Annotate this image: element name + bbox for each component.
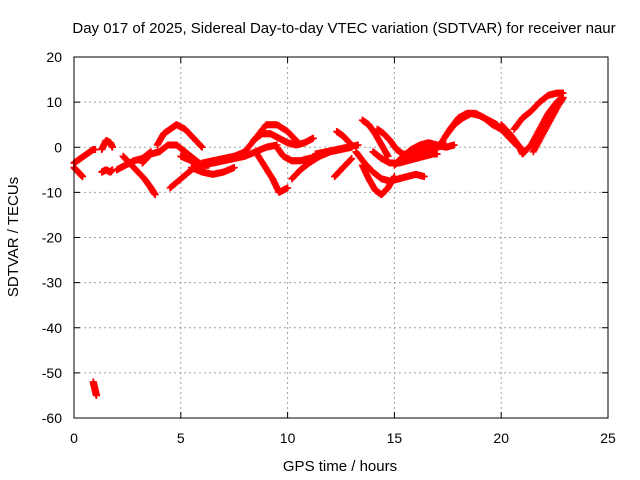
series-s14: [249, 130, 317, 149]
series-s1: [70, 146, 99, 167]
y-tick-label: 20: [46, 49, 62, 65]
y-tick-label: 0: [54, 139, 62, 155]
y-tick-label: -20: [42, 230, 62, 246]
y-tick-label: -50: [42, 365, 62, 381]
data-point: [346, 139, 354, 147]
data-point: [197, 142, 205, 150]
series-s5: [98, 136, 116, 154]
y-tick-label: -30: [42, 275, 62, 291]
series-s9: [153, 121, 206, 151]
data-point: [354, 141, 362, 149]
y-axis-label: SDTVAR / TECUs: [5, 177, 22, 297]
x-tick-label: 25: [600, 430, 616, 446]
x-axis: 0 5 10 15 20 25: [70, 57, 616, 446]
data-point: [151, 191, 159, 199]
x-tick-label: 20: [493, 430, 509, 446]
series-s23: [358, 161, 398, 199]
grid: [74, 57, 608, 418]
y-tick-label: -10: [42, 184, 62, 200]
data-point: [230, 164, 238, 172]
data-point: [108, 143, 116, 151]
data-point: [450, 141, 458, 149]
series-s21: [358, 116, 392, 160]
data-point: [79, 173, 87, 181]
data-point: [92, 391, 100, 399]
data-point: [390, 173, 398, 181]
y-axis: -60 -50 -40 -30 -20 -10 0 10 20: [42, 49, 608, 426]
series-s30: [510, 89, 567, 133]
data-point: [91, 146, 99, 154]
series-s31: [529, 94, 567, 156]
chart-title: Day 017 of 2025, Sidereal Day-to-day VTE…: [72, 20, 615, 37]
x-tick-label: 0: [70, 430, 78, 446]
x-tick-label: 15: [387, 430, 403, 446]
y-tick-label: -40: [42, 320, 62, 336]
data-point: [420, 173, 428, 181]
series-s26: [390, 139, 458, 169]
data-point: [309, 134, 317, 142]
series-s15: [252, 148, 292, 196]
data-point: [433, 150, 441, 158]
x-axis-label: GPS time / hours: [283, 458, 397, 475]
series-s3: [89, 378, 100, 399]
data-point: [347, 155, 355, 163]
series-s19: [331, 155, 356, 181]
series-s18: [311, 141, 362, 158]
x-tick-label: 10: [280, 430, 296, 446]
data-point: [198, 143, 206, 151]
y-tick-label: -60: [42, 410, 62, 426]
y-tick-label: 10: [46, 94, 62, 110]
series-s2: [70, 164, 87, 181]
data-point: [348, 155, 356, 163]
data-point: [559, 94, 567, 102]
x-tick-label: 5: [177, 430, 185, 446]
series-s4: [98, 166, 116, 176]
data-points: [70, 89, 567, 399]
series-s20: [333, 127, 354, 147]
series-s12: [187, 164, 238, 178]
data-point: [284, 184, 292, 192]
